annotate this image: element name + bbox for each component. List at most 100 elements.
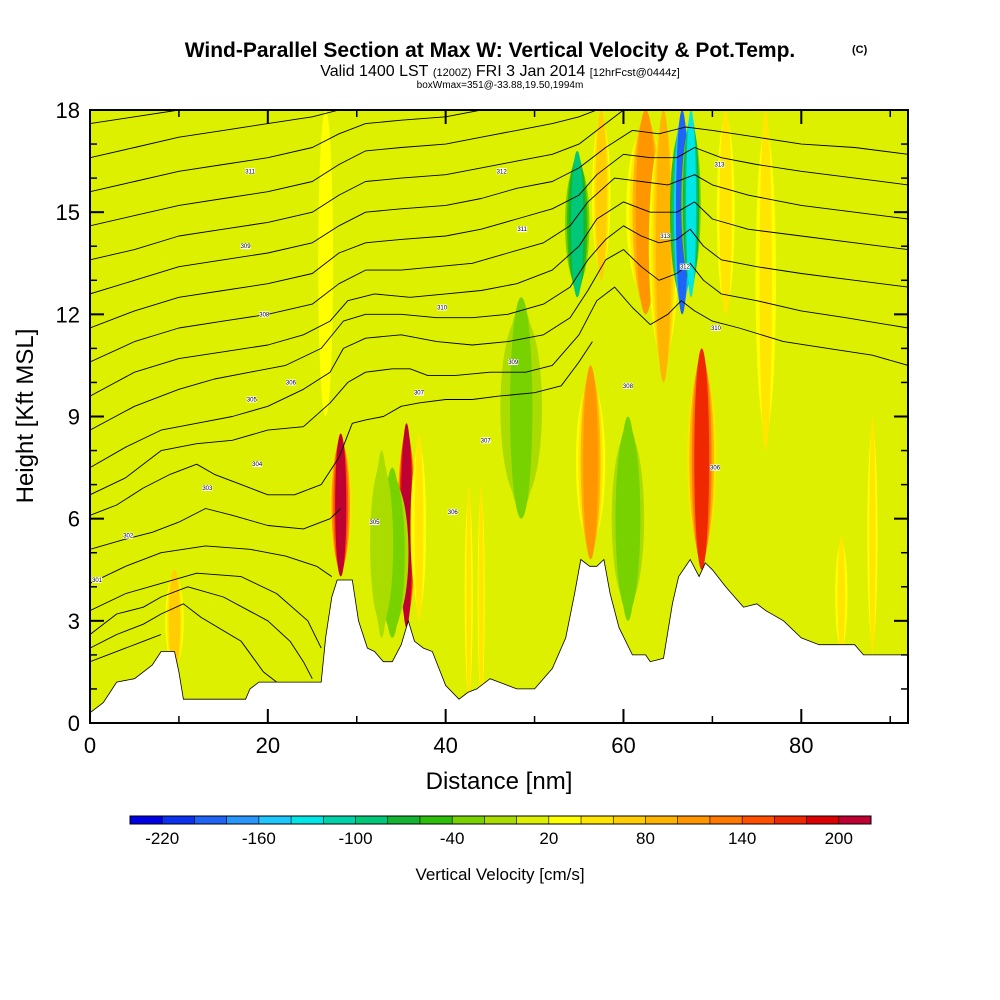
theta-contour-15 bbox=[90, 110, 597, 227]
x-tick-label: 20 bbox=[256, 733, 280, 758]
y-tick-label: 12 bbox=[56, 302, 80, 327]
axes: 0 20 40 60 80 0 3 6 9 12 15 18 bbox=[56, 98, 908, 758]
contour-label-7: 309 bbox=[241, 243, 252, 250]
chart-boxline: boxWmax=351@-33.88,19.50,1994m bbox=[417, 80, 584, 91]
colorbar-swatch-18 bbox=[709, 816, 743, 824]
contour-label-11: 305 bbox=[370, 519, 381, 526]
colorbar-swatch-20 bbox=[774, 816, 807, 824]
svg-text:305: 305 bbox=[370, 520, 381, 526]
svg-text:309: 309 bbox=[241, 244, 252, 250]
svg-text:310: 310 bbox=[711, 326, 722, 332]
contour-label-3: 304 bbox=[252, 461, 263, 468]
colorbar-swatch-10 bbox=[452, 816, 485, 824]
velocity-feature-0 bbox=[335, 433, 347, 577]
terrain bbox=[89, 558, 909, 724]
y-tick-label: 0 bbox=[68, 711, 80, 736]
contour-label-6: 308 bbox=[259, 311, 270, 318]
svg-text:303: 303 bbox=[202, 486, 213, 492]
contour-label-13: 307 bbox=[481, 437, 491, 444]
x-tick-label: 80 bbox=[789, 733, 813, 758]
colorbar-swatch-4 bbox=[258, 816, 292, 824]
svg-text:310: 310 bbox=[437, 306, 448, 312]
colorbar-swatch-17 bbox=[677, 816, 711, 824]
theta-contour-17 bbox=[90, 110, 340, 159]
contour-label-21: 306 bbox=[710, 464, 721, 472]
contour-label-5: 306 bbox=[286, 379, 297, 386]
contour-label-8: 311 bbox=[245, 168, 255, 175]
velocity-feature-21 bbox=[837, 535, 846, 655]
contour-label-16: 312 bbox=[497, 168, 508, 175]
velocity-feature-15 bbox=[466, 484, 472, 706]
svg-text:307: 307 bbox=[414, 391, 425, 397]
colorbar-swatch-9 bbox=[419, 816, 453, 824]
svg-text:313: 313 bbox=[660, 234, 671, 240]
contour-label-12: 306 bbox=[448, 508, 458, 516]
svg-text:301: 301 bbox=[92, 578, 103, 584]
colorbar-title: Vertical Velocity [cm/s] bbox=[415, 865, 584, 884]
theta-contour-13 bbox=[90, 126, 908, 295]
colorbar-swatch-15 bbox=[613, 816, 646, 824]
velocity-feature-20 bbox=[759, 110, 772, 451]
contour-label-20: 310 bbox=[711, 324, 722, 332]
colorbar-label: -220 bbox=[145, 829, 179, 848]
theta-contour-9 bbox=[90, 225, 908, 431]
colorbar-swatch-1 bbox=[162, 816, 195, 824]
theta-contour-3 bbox=[90, 572, 322, 649]
colorbar-label: -100 bbox=[339, 829, 373, 848]
svg-text:308: 308 bbox=[259, 312, 270, 318]
velocity-feature-19 bbox=[719, 110, 732, 315]
contour-label-17: 308 bbox=[623, 382, 634, 390]
svg-text:313: 313 bbox=[714, 162, 725, 168]
y-tick-label: 18 bbox=[56, 98, 80, 123]
colorbar-swatch-16 bbox=[645, 816, 678, 824]
colorbar-label: -40 bbox=[440, 829, 465, 848]
velocity-feature-3 bbox=[375, 450, 388, 638]
x-tick-label: 60 bbox=[611, 733, 635, 758]
y-tick-label: 15 bbox=[56, 200, 80, 225]
svg-text:305: 305 bbox=[247, 397, 258, 403]
velocity-feature-14 bbox=[168, 569, 181, 672]
chart-subtitle: Valid 1400 LST (1200Z) FRI 3 Jan 2014 [1… bbox=[320, 63, 680, 80]
colorbar-label: 200 bbox=[825, 829, 853, 848]
theta-contour-0 bbox=[90, 634, 162, 663]
colorbar-swatch-11 bbox=[484, 816, 517, 824]
svg-text:312: 312 bbox=[680, 265, 691, 271]
colorbar-label: -160 bbox=[242, 829, 276, 848]
contour-label-1: 302 bbox=[123, 532, 134, 540]
svg-text:306: 306 bbox=[286, 380, 297, 386]
theta-contour-14 bbox=[90, 110, 624, 261]
colorbar-swatch-6 bbox=[323, 816, 356, 824]
svg-text:304: 304 bbox=[252, 462, 263, 468]
svg-text:312: 312 bbox=[497, 169, 508, 175]
y-tick-label: 6 bbox=[68, 507, 80, 532]
colorbar-swatch-0 bbox=[130, 816, 163, 824]
theta-contour-6 bbox=[90, 341, 593, 516]
contour-label-9: 307 bbox=[414, 389, 425, 397]
theta-contour-8 bbox=[90, 249, 908, 468]
y-tick-label: 9 bbox=[68, 405, 80, 430]
colorbar-swatch-13 bbox=[548, 816, 582, 824]
velocity-feature-17 bbox=[510, 297, 533, 519]
svg-text:306: 306 bbox=[710, 466, 721, 472]
theta-contour-10 bbox=[90, 201, 908, 397]
velocity-feature-12 bbox=[595, 110, 607, 281]
velocity-feature-6 bbox=[694, 348, 710, 570]
theta-contour-5 bbox=[90, 508, 342, 550]
colorbar-swatch-7 bbox=[355, 816, 389, 824]
x-tick-label: 40 bbox=[433, 733, 457, 758]
theta-contour-2 bbox=[90, 586, 313, 679]
copyright-mark: (C) bbox=[852, 44, 868, 56]
terrain-surface bbox=[89, 558, 909, 724]
svg-text:311: 311 bbox=[517, 227, 527, 233]
velocity-feature-11 bbox=[571, 150, 584, 298]
colorbar-label: 80 bbox=[636, 829, 655, 848]
theta-contour-1 bbox=[90, 603, 277, 683]
svg-text:308: 308 bbox=[623, 384, 634, 390]
colorbar: -220 -160 -100 -40 20 80 140 200 bbox=[129, 815, 872, 848]
contour-label-14: 309 bbox=[508, 359, 519, 366]
contour-label-10: 310 bbox=[437, 304, 448, 312]
theta-contour-4 bbox=[90, 545, 333, 584]
colorbar-swatch-19 bbox=[742, 816, 775, 824]
y-tick-label: 3 bbox=[68, 609, 80, 634]
